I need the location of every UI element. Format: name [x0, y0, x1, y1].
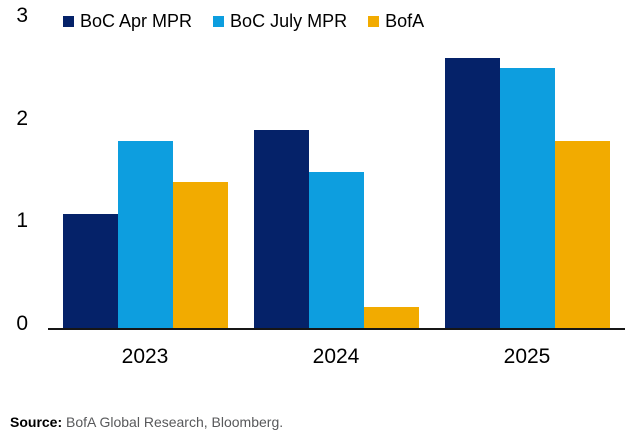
bar-boc-apr-mpr-2024: [254, 130, 309, 328]
source-note: Source: BofA Global Research, Bloomberg.: [10, 414, 283, 430]
bar-boc-apr-mpr-2025: [445, 58, 500, 328]
legend-label-boc-july-mpr: BoC July MPR: [230, 11, 348, 31]
bar-boc-apr-mpr-2023: [63, 214, 118, 328]
bar-boc-july-mpr-2024: [309, 172, 364, 328]
x-axis-line: [48, 328, 625, 330]
legend-swatch-boc-apr-mpr: [63, 16, 74, 27]
y-tick-0: 0: [16, 312, 28, 335]
legend-item-boc-july-mpr: BoC July MPR: [213, 11, 347, 32]
bar-bofa-2023: [173, 182, 228, 328]
bar-bofa-2025: [555, 141, 610, 328]
legend-item-boc-apr-mpr: BoC Apr MPR: [63, 11, 192, 32]
legend: BoC Apr MPR BoC July MPR BofA: [63, 11, 424, 32]
legend-item-bofa: BofA: [368, 11, 424, 32]
x-tick-2025: 2025: [503, 345, 551, 368]
legend-label-bofa: BofA: [385, 11, 425, 31]
source-text: BofA Global Research, Bloomberg.: [66, 414, 284, 430]
legend-swatch-bofa: [368, 16, 380, 27]
legend-swatch-boc-july-mpr: [213, 16, 225, 27]
x-tick-2023: 2023: [121, 345, 169, 368]
y-tick-3: 3: [16, 4, 28, 27]
source-label: Source:: [10, 414, 63, 430]
legend-label-boc-apr-mpr: BoC Apr MPR: [80, 11, 193, 31]
y-tick-1: 1: [16, 209, 28, 232]
x-tick-2024: 2024: [312, 345, 360, 368]
bar-boc-july-mpr-2025: [500, 68, 555, 328]
bar-boc-july-mpr-2023: [118, 141, 173, 328]
y-tick-2: 2: [16, 107, 28, 130]
bar-bofa-2024: [364, 307, 419, 328]
